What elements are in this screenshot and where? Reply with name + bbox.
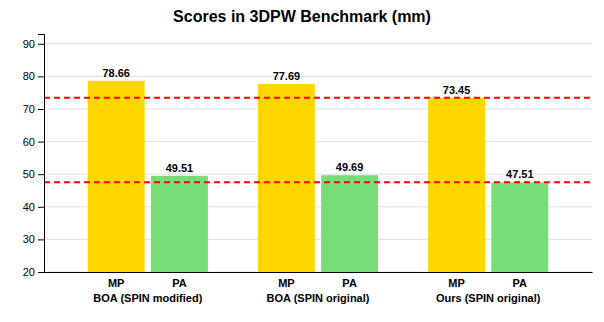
bar	[258, 84, 315, 272]
y-tick: 60	[23, 136, 44, 148]
y-tick-mark	[38, 142, 44, 143]
y-tick-label: 20	[23, 266, 35, 278]
plot: 78.66 77.69 73.45 49.51 49.69 47.51 20 30 40 50 60…	[23, 35, 593, 304]
y-tick: 30	[23, 233, 44, 245]
bar	[428, 98, 485, 272]
y-tick: 50	[23, 168, 44, 180]
bar	[491, 182, 548, 272]
y-tick-label: 70	[23, 103, 35, 115]
y-tick-mark	[38, 272, 44, 273]
y-tick-mark	[38, 239, 44, 240]
chart: Scores in 3DPW Benchmark (mm)78.6677.697…	[0, 0, 604, 322]
grid	[44, 44, 592, 272]
data-label: 78.66	[102, 67, 130, 79]
x-tick: BOA (SPIN original)	[267, 292, 370, 304]
grid-line	[44, 43, 592, 44]
y-tick: 90	[23, 38, 44, 50]
y-tick-mark	[38, 76, 44, 77]
y-tick-label: 90	[23, 38, 35, 50]
bar	[321, 175, 378, 272]
data-label: 47.51	[506, 168, 534, 180]
series-label: MP	[448, 277, 465, 289]
series-label: MP	[108, 277, 125, 289]
group-label: Ours (SPIN original)	[436, 292, 541, 304]
y-tick-label: 40	[23, 201, 35, 213]
data-label: 49.51	[166, 162, 194, 174]
series-label: MP	[278, 277, 295, 289]
y-tick: 40	[23, 201, 44, 213]
y-tick: 80	[23, 70, 44, 82]
y-tick: 20	[23, 266, 44, 278]
y-tick-label: 80	[23, 70, 35, 82]
x-axis-line	[45, 272, 593, 273]
data-label: 77.69	[273, 70, 301, 82]
series-label: PA	[513, 277, 528, 289]
x-tick: BOA (SPIN modified)	[93, 292, 202, 304]
y-tick-label: 60	[23, 136, 35, 148]
reference-line	[44, 181, 592, 183]
bar	[88, 81, 145, 272]
series-label: PA	[342, 277, 357, 289]
x-axis: BOA (SPIN modified) BOA (SPIN original) Ou…	[45, 273, 593, 304]
data-label: 73.45	[443, 84, 471, 96]
y-tick-label: 50	[23, 168, 35, 180]
series-labels: MP PA MP PA MP PA	[108, 277, 527, 289]
title: Scores in 3DPW Benchmark (mm)	[173, 8, 431, 25]
y-tick-label: 30	[23, 233, 35, 245]
y-tick-mark	[38, 207, 44, 208]
y-tick-mark	[38, 109, 44, 110]
y-axis: 20 30 40 50 60 70 80 90	[23, 35, 45, 279]
group-label: BOA (SPIN modified)	[93, 292, 202, 304]
data-label: 49.69	[336, 161, 364, 173]
data-labels: 78.66 77.69 73.45 49.51 49.69 47.51	[102, 67, 533, 181]
y-tick-mark	[38, 44, 44, 45]
y-tick-mark	[38, 174, 44, 175]
x-tick: Ours (SPIN original)	[436, 292, 541, 304]
y-tick: 70	[23, 103, 44, 115]
reference-line	[44, 97, 592, 99]
bar	[151, 176, 208, 272]
series-label: PA	[172, 277, 187, 289]
y-axis-line	[38, 35, 45, 273]
marks	[44, 81, 592, 272]
group-label: BOA (SPIN original)	[267, 292, 370, 304]
